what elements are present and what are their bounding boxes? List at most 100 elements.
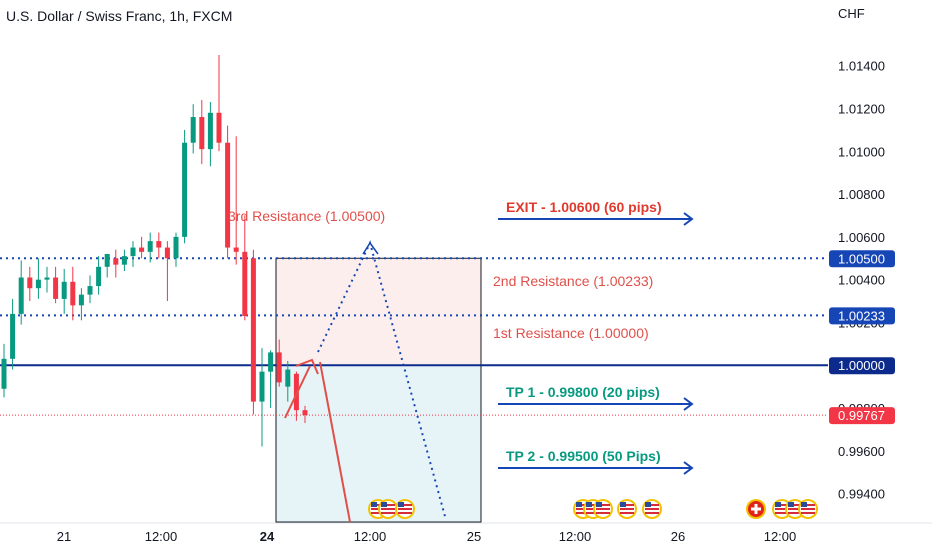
- price-badge-text: 1.00233: [838, 308, 885, 323]
- level-label-1: 3rd Resistance (1.00500): [228, 208, 385, 224]
- price-axis-tick: 1.01400: [838, 59, 885, 74]
- target-arrowhead: [683, 212, 694, 226]
- candle[interactable]: [285, 360, 291, 402]
- candle-body: [139, 247, 145, 252]
- time-axis-tick: 21: [57, 529, 71, 544]
- target-2[interactable]: TP 1 - 0.99800 (20 pips): [498, 384, 694, 411]
- candle[interactable]: [87, 275, 93, 304]
- candle[interactable]: [302, 405, 308, 423]
- candle-body: [78, 294, 84, 306]
- candle[interactable]: [182, 129, 188, 244]
- candle[interactable]: [164, 241, 170, 302]
- red-arrow-up[interactable]: [284, 365, 311, 419]
- flag-canton: [775, 502, 781, 507]
- flag-stripe: [381, 504, 395, 506]
- candle[interactable]: [61, 268, 67, 314]
- price-badge-bg: [829, 250, 895, 268]
- candle[interactable]: [130, 241, 136, 267]
- candle[interactable]: [268, 350, 274, 409]
- time-axis-tick: 25: [467, 529, 481, 544]
- price-badge-text: 0.99767: [838, 408, 885, 423]
- flag-stripe: [775, 504, 789, 506]
- candle[interactable]: [173, 232, 179, 267]
- candle[interactable]: [139, 236, 145, 259]
- candle[interactable]: [44, 266, 50, 293]
- candle[interactable]: [104, 253, 110, 278]
- time-axis-tick: 12:00: [764, 529, 797, 544]
- candle[interactable]: [216, 55, 222, 152]
- candle-body: [35, 279, 41, 289]
- candle-body: [87, 286, 93, 295]
- flag-stripe: [576, 504, 590, 506]
- flag-stripe: [788, 504, 802, 506]
- target-1[interactable]: EXIT - 1.00600 (60 pips): [498, 199, 694, 226]
- currency-label: CHF: [838, 6, 865, 21]
- candle[interactable]: [113, 249, 119, 278]
- upper-zone[interactable]: [276, 258, 481, 366]
- red-arrow-line[interactable]: [319, 361, 351, 523]
- candle[interactable]: [27, 266, 33, 302]
- flag-stripe: [381, 512, 395, 514]
- us-flag-event-icon[interactable]: [617, 499, 637, 519]
- price-badge-3[interactable]: 1.00000: [829, 357, 895, 375]
- candle[interactable]: [242, 215, 248, 321]
- time-axis-tick: 12:00: [145, 529, 178, 544]
- candle[interactable]: [207, 102, 213, 167]
- candle[interactable]: [35, 258, 41, 299]
- target-label: EXIT - 1.00600 (60 pips): [506, 199, 662, 215]
- candle-body: [190, 117, 196, 143]
- candle-body: [53, 277, 59, 299]
- candle[interactable]: [259, 348, 265, 447]
- price-axis-tick: 1.00400: [838, 273, 885, 288]
- candle[interactable]: [121, 249, 127, 272]
- candle-body: [293, 373, 299, 411]
- candle[interactable]: [156, 232, 162, 259]
- candle-body: [302, 410, 308, 416]
- us-flag-event-icon[interactable]: [642, 499, 662, 519]
- candle[interactable]: [10, 298, 16, 370]
- candle-body: [156, 241, 162, 248]
- price-badge-4[interactable]: 0.99767: [829, 407, 895, 425]
- candle[interactable]: [250, 249, 256, 415]
- candle-body: [173, 236, 179, 259]
- us-flag-event-icon[interactable]: [378, 499, 398, 519]
- lower-zone[interactable]: [276, 365, 481, 522]
- swiss-flag-event-icon[interactable]: [746, 499, 766, 519]
- candle[interactable]: [147, 232, 153, 263]
- us-flag-event-icon[interactable]: [593, 499, 613, 519]
- price-badge-2[interactable]: 1.00233: [829, 307, 895, 325]
- target-arrowhead: [683, 461, 694, 475]
- price-badge-1[interactable]: 1.00500: [829, 250, 895, 268]
- candle[interactable]: [233, 136, 239, 265]
- target-3[interactable]: TP 2 - 0.99500 (50 Pips): [498, 448, 694, 475]
- candle[interactable]: [199, 99, 205, 165]
- candle-body: [113, 258, 119, 265]
- candle[interactable]: [70, 266, 76, 321]
- cross-h: [751, 507, 761, 511]
- candle[interactable]: [96, 256, 102, 295]
- candle[interactable]: [78, 288, 84, 321]
- us-flag-event-icon[interactable]: [798, 499, 818, 519]
- time-axis-tick: 26: [671, 529, 685, 544]
- target-label: TP 2 - 0.99500 (50 Pips): [506, 448, 661, 464]
- candle-body: [147, 241, 153, 252]
- candle[interactable]: [53, 266, 59, 304]
- candle-body: [130, 247, 136, 257]
- flag-stripe: [596, 508, 610, 510]
- price-badge-bg: [829, 407, 895, 425]
- time-axis-tick: 12:00: [354, 529, 387, 544]
- flag-stripe: [645, 512, 659, 514]
- candle-body: [285, 369, 291, 387]
- us-flag-event-icon[interactable]: [395, 499, 415, 519]
- time-axis-tick: 12:00: [559, 529, 592, 544]
- candle[interactable]: [190, 104, 196, 154]
- candle[interactable]: [225, 125, 231, 259]
- flag-stripe: [775, 508, 789, 510]
- candle[interactable]: [276, 339, 282, 387]
- candle[interactable]: [1, 343, 7, 398]
- candle[interactable]: [18, 260, 24, 325]
- candle-body: [259, 371, 265, 402]
- flag-canton: [381, 502, 387, 507]
